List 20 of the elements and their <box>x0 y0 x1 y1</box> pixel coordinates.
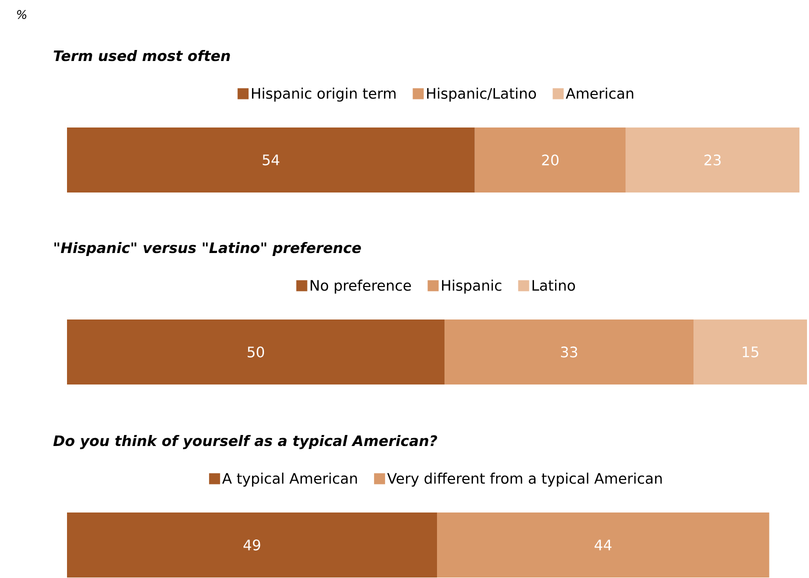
data-label: 49 <box>244 540 260 550</box>
legend-label: Hispanic <box>442 280 502 294</box>
data-label: 50 <box>248 346 264 358</box>
legend-label: No preference <box>310 280 411 294</box>
chart-title: Do you think of yourself as a typical American? <box>53 435 438 450</box>
legend-label: Hispanic origin term <box>252 88 396 102</box>
legend-label: Very different from a typical American <box>387 472 662 487</box>
data-label: 23 <box>704 154 721 166</box>
data-label: 20 <box>542 154 558 166</box>
chart-title: "Hispanic" versus "Latino" preference <box>54 242 361 256</box>
data-label: 54 <box>262 154 280 166</box>
text: % <box>17 10 26 20</box>
data-label: 44 <box>594 540 612 550</box>
data-label: 33 <box>561 346 578 358</box>
legend-label: Latino <box>532 280 575 291</box>
data-label: 15 <box>742 346 758 358</box>
legend-label: A typical American <box>222 472 357 487</box>
legend-label: American <box>566 88 634 99</box>
chart-title: Term used most often <box>54 50 230 62</box>
legend-label: Hispanic/Latino <box>427 88 536 102</box>
